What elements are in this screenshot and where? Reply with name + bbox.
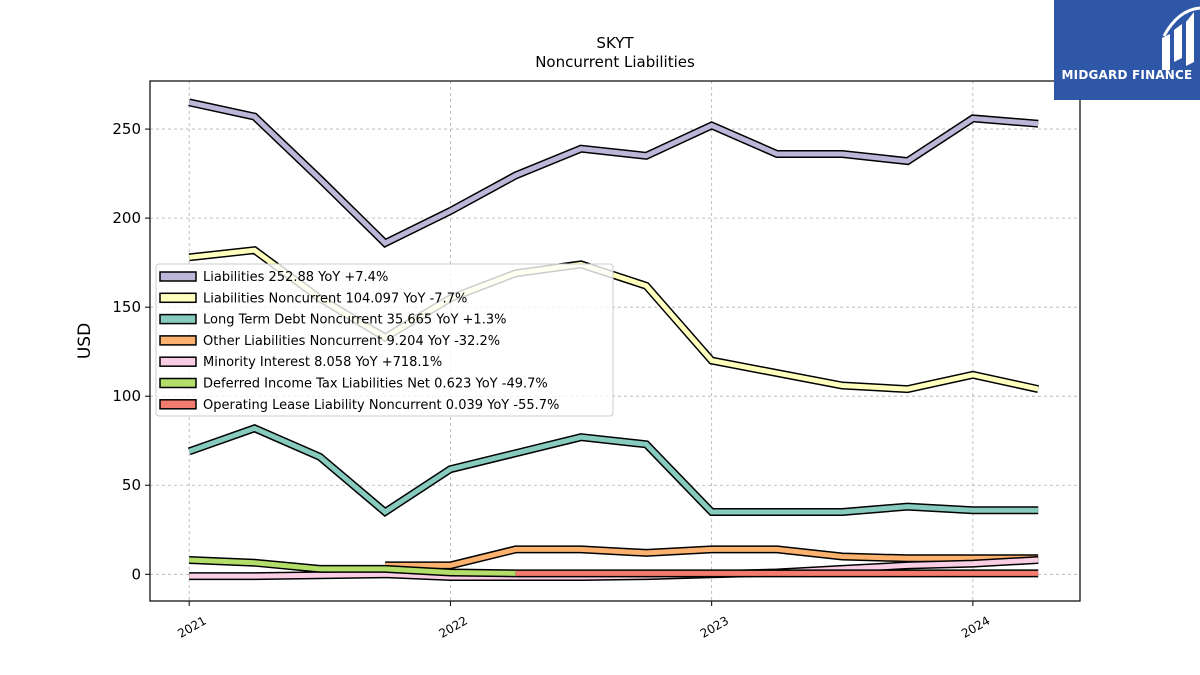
series-liabilities [188,98,1039,248]
midgard-logo-icon [1162,6,1200,70]
legend-entry: Liabilities Noncurrent 104.097 YoY -7.7% [203,291,467,306]
x-tick-label: 2022 [436,613,469,640]
legend-swatch [159,377,197,389]
legend-frame [155,263,614,417]
x-tick-label: 2023 [698,613,731,640]
y-tick-label: 150 [112,298,141,316]
chart-subtitle: Noncurrent Liabilities [535,53,695,71]
legend-swatch [159,335,197,346]
series-deferred-income-tax-liabilities-net [189,556,516,578]
chart-title: SKYT [596,34,634,52]
x-tick-label: 2024 [959,613,992,640]
y-tick-label: 0 [131,565,141,583]
series-line [188,425,1039,516]
y-tick-label: 50 [122,476,141,494]
series-line [188,99,1039,247]
legend-swatch [159,313,197,325]
legend-entry: Minority Interest 8.058 YoY +718.1% [203,355,442,370]
y-axis-label: USD [75,323,95,359]
brand-name: MIDGARD FINANCE [1061,68,1193,82]
legend-swatch [159,292,197,304]
y-tick-label: 200 [112,209,141,227]
legend-entry: Operating Lease Liability Noncurrent 0.0… [203,398,559,413]
legend-swatch [159,399,197,410]
plot-frame [149,80,1081,602]
legend: Liabilities 252.88 YoY +7.4% Liabilities … [155,263,614,417]
legend-entry: Liabilities 252.88 YoY +7.4% [203,270,388,285]
series-long-term-debt-noncurrent [187,424,1039,517]
legend-entry: Other Liabilities Noncurrent 9.204 YoY -… [203,334,500,349]
series-other-liabilities-noncurrent [385,545,1039,570]
legend-swatch [159,271,197,282]
legend-swatch [159,356,197,367]
y-tick-label: 100 [112,387,141,405]
brand-logo: MIDGARD FINANCE [1054,0,1200,100]
series-line [189,557,516,576]
legend-entry: Deferred Income Tax Liabilities Net 0.62… [203,377,548,392]
x-tick-label: 2021 [175,613,208,640]
series-line [385,546,1039,568]
y-tick-label: 250 [112,120,141,138]
legend-entry: Long Term Debt Noncurrent 35.665 YoY +1.… [203,313,506,328]
